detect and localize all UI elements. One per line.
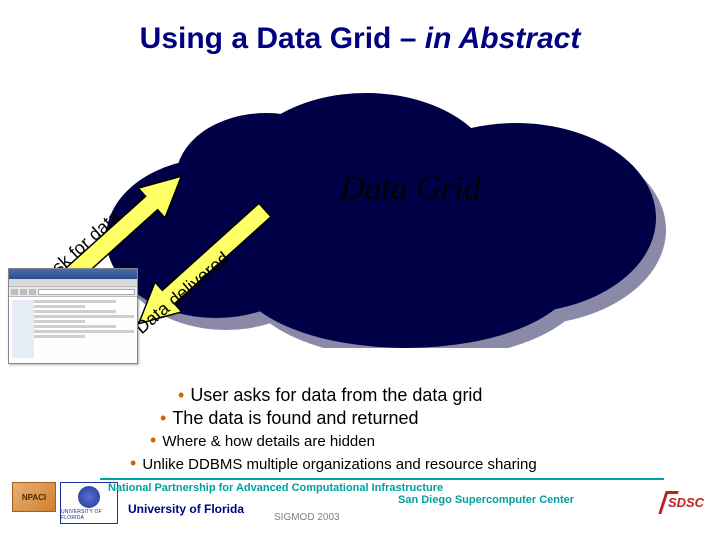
footer-center: San Diego Supercomputer Center xyxy=(398,494,574,506)
cloud-label: Data Grid xyxy=(340,170,481,208)
bullet-item: • User asks for data from the data grid xyxy=(178,384,537,407)
browser-thumbnail xyxy=(8,268,138,364)
slide: Using a Data Grid – in Abstract Data Gri… xyxy=(0,0,720,540)
bullet-dot-icon: • xyxy=(178,384,184,407)
browser-nav-icon xyxy=(29,289,36,295)
bullet-dot-icon: • xyxy=(130,452,136,475)
title-prefix: Using a Data Grid – xyxy=(140,22,425,55)
bullet-list: • User asks for data from the data grid … xyxy=(130,384,537,475)
browser-nav-icon xyxy=(11,289,18,295)
footer-university: University of Florida xyxy=(128,502,244,516)
title-emphasis: in Abstract xyxy=(425,22,581,55)
footer-partnership: National Partnership for Advanced Comput… xyxy=(108,482,443,494)
footer-conference: SIGMOD 2003 xyxy=(274,512,340,523)
bullet-text: Where & how details are hidden xyxy=(162,433,375,452)
browser-page xyxy=(9,297,137,363)
browser-toolbar xyxy=(9,287,137,297)
footer-divider xyxy=(100,478,664,480)
bullet-text: The data is found and returned xyxy=(172,407,418,430)
bullet-text: User asks for data from the data grid xyxy=(190,384,482,407)
bullet-item: • Where & how details are hidden xyxy=(150,429,537,452)
browser-nav-icon xyxy=(20,289,27,295)
bullet-item: • Unlike DDBMS multiple organizations an… xyxy=(130,452,537,475)
slide-title: Using a Data Grid – in Abstract xyxy=(0,22,720,56)
arrow-deliver xyxy=(110,200,310,370)
browser-titlebar xyxy=(9,269,137,279)
browser-address-bar xyxy=(38,289,135,295)
bullet-dot-icon: • xyxy=(150,429,156,452)
bullet-dot-icon: • xyxy=(160,407,166,430)
browser-menubar xyxy=(9,279,137,287)
bullet-item: • The data is found and returned xyxy=(160,407,537,430)
footer: National Partnership for Advanced Comput… xyxy=(0,478,720,540)
bullet-text: Unlike DDBMS multiple organizations and … xyxy=(142,456,536,475)
